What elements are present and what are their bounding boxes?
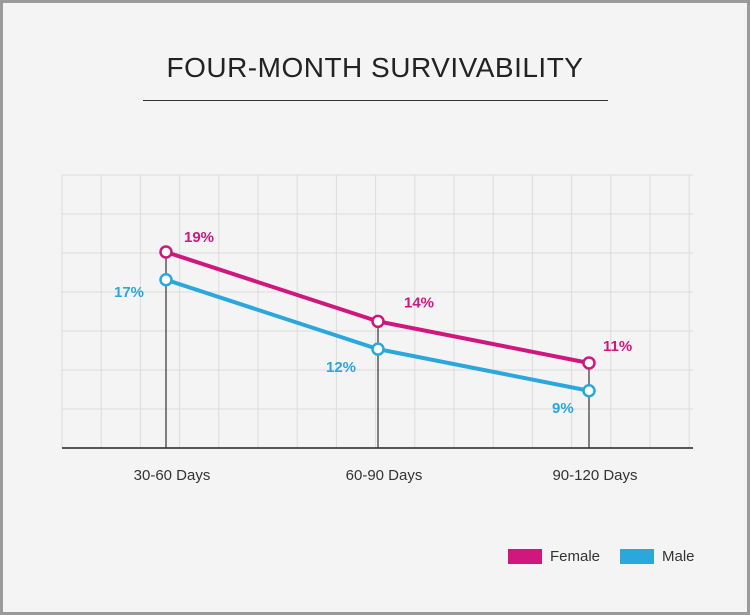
data-point-male bbox=[582, 384, 596, 398]
legend-item-male: Male bbox=[620, 546, 695, 566]
x-tick-label: 90-120 Days bbox=[552, 467, 637, 484]
data-label-female: 11% bbox=[603, 338, 632, 355]
data-point-male bbox=[159, 273, 173, 287]
x-tick-label: 60-90 Days bbox=[346, 467, 423, 484]
legend-item-female: Female bbox=[508, 546, 600, 566]
data-label-male: 17% bbox=[114, 284, 144, 301]
data-label-female: 14% bbox=[404, 294, 434, 311]
title-underline bbox=[143, 100, 608, 101]
data-point-female bbox=[159, 245, 173, 259]
data-point-female bbox=[582, 356, 596, 370]
data-label-female: 19% bbox=[184, 229, 214, 246]
data-label-male: 9% bbox=[552, 400, 574, 417]
data-label-male: 12% bbox=[326, 359, 356, 376]
legend-label-female: Female bbox=[550, 547, 601, 565]
legend-swatch-female bbox=[508, 548, 542, 564]
legend-label-male: Male bbox=[662, 547, 695, 565]
x-tick-label: 30-60 Days bbox=[134, 467, 211, 484]
data-point-female bbox=[371, 314, 385, 329]
data-point-male bbox=[371, 342, 385, 356]
legend-swatch-male bbox=[620, 548, 654, 564]
chart-title: FOUR-MONTH SURVIVABILITY bbox=[166, 52, 584, 83]
